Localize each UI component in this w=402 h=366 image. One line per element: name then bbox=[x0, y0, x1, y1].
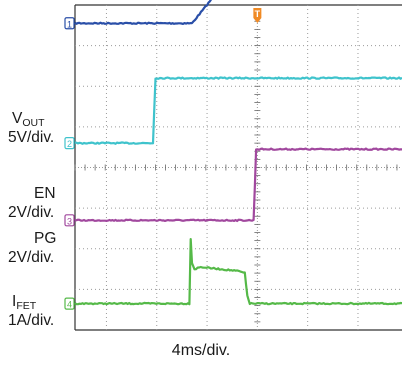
trace-ch3 bbox=[74, 147, 402, 223]
channel-name-main: V bbox=[12, 110, 23, 127]
channel-name-main: I bbox=[12, 293, 17, 310]
channel-marker-number: 1 bbox=[67, 19, 72, 29]
trace-ch2 bbox=[74, 76, 402, 145]
channel-marker-4: 4 bbox=[64, 297, 75, 310]
channel-2-name: EN bbox=[34, 185, 56, 203]
trigger-marker: T bbox=[253, 8, 262, 23]
channel-2-scale: 2V/div. bbox=[8, 204, 55, 221]
channel-marker-number: 4 bbox=[67, 300, 72, 310]
channel-marker-box bbox=[64, 214, 75, 227]
channel-marker-3: 3 bbox=[64, 214, 75, 227]
plot-grid bbox=[74, 4, 402, 331]
channel-1-name: VOUT bbox=[12, 110, 45, 132]
trace-ch1 bbox=[74, 0, 213, 25]
trigger-flag bbox=[253, 8, 262, 23]
channel-4-name: IFET bbox=[12, 293, 36, 315]
channel-marker-box bbox=[64, 297, 75, 310]
timebase-label: 4ms/div. bbox=[171, 342, 231, 359]
channel-name-subscript: OUT bbox=[22, 117, 45, 129]
channel-marker-box bbox=[64, 137, 75, 150]
channel-marker-box bbox=[64, 17, 75, 30]
channel-name-main: PG bbox=[34, 230, 57, 247]
channel-marker-number: 2 bbox=[67, 139, 72, 149]
trace-ch4 bbox=[74, 238, 402, 306]
channel-1-scale: 5V/div. bbox=[8, 129, 55, 146]
channel-3-scale: 2V/div. bbox=[8, 249, 55, 266]
channel-3-name: PG bbox=[34, 230, 56, 248]
channel-4-scale: 1A/div. bbox=[8, 312, 55, 329]
plot-traces: 1 2 3 4 bbox=[64, 0, 402, 310]
channel-name-main: EN bbox=[34, 185, 56, 202]
trigger-flag-letter: T bbox=[255, 9, 261, 19]
channel-marker-2: 2 bbox=[64, 137, 75, 150]
channel-marker-number: 3 bbox=[67, 216, 72, 226]
channel-name-subscript: FET bbox=[16, 300, 37, 312]
channel-marker-1: 1 bbox=[64, 17, 75, 30]
